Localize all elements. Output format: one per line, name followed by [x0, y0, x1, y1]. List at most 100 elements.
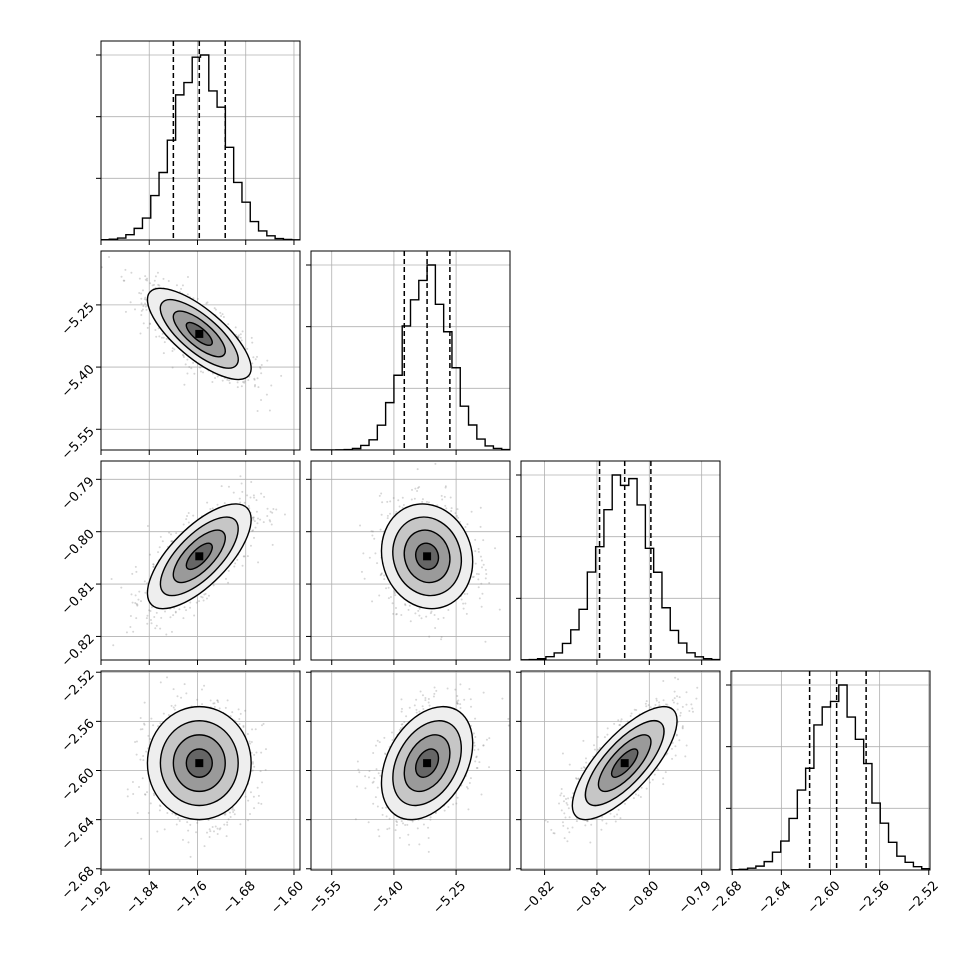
x-tick-label: −1.84: [124, 878, 163, 917]
sample-point: [195, 601, 198, 604]
sample-point: [272, 508, 275, 511]
sample-point: [141, 289, 144, 292]
sample-point: [269, 520, 272, 523]
sample-point: [253, 378, 256, 381]
sample-point: [135, 753, 138, 756]
sample-point: [257, 386, 260, 389]
sample-point: [218, 707, 221, 710]
sample-point: [466, 592, 469, 595]
sample-point: [419, 690, 422, 693]
sample-point: [160, 336, 163, 339]
sample-point: [251, 761, 254, 764]
sample-point: [236, 381, 239, 384]
panel-frame: [100, 460, 301, 661]
sample-point: [140, 314, 143, 317]
sample-point: [269, 510, 272, 513]
sample-point: [243, 380, 246, 383]
sample-point: [408, 604, 411, 607]
sample-point: [463, 593, 466, 596]
sample-point: [236, 386, 239, 389]
sample-point: [134, 565, 137, 568]
sample-point: [219, 311, 222, 314]
sample-point: [271, 511, 274, 514]
sample-point: [149, 322, 152, 325]
density-peak: [195, 759, 204, 768]
sample-point: [187, 512, 190, 515]
sample-point: [472, 732, 475, 735]
sample-point: [177, 817, 180, 820]
sample-point: [404, 603, 407, 606]
sample-point: [204, 592, 207, 595]
sample-point: [229, 715, 232, 718]
sample-point: [123, 279, 126, 282]
panel-frame: [100, 40, 301, 241]
sample-point: [418, 607, 421, 610]
sample-point: [370, 530, 373, 533]
sample-point: [213, 307, 216, 310]
sample-point: [477, 573, 480, 576]
sample-point: [206, 831, 209, 834]
sample-point: [110, 577, 113, 580]
sample-point: [185, 609, 188, 612]
sample-point: [134, 594, 137, 597]
sample-point: [223, 813, 226, 816]
sample-point: [454, 663, 456, 665]
sample-point: [144, 296, 147, 299]
sample-point: [389, 595, 392, 598]
sample-point: [391, 602, 394, 605]
sample-point: [216, 699, 219, 702]
sample-point: [477, 586, 480, 589]
sample-point: [120, 275, 123, 278]
sample-point: [158, 804, 161, 807]
sample-point: [221, 313, 224, 316]
sample-point: [125, 631, 128, 634]
histogram-step: [101, 54, 300, 240]
sample-point: [129, 626, 132, 629]
sample-point: [257, 517, 260, 520]
sample-point: [135, 740, 138, 743]
sample-point: [195, 831, 198, 834]
x-tick-label: −1.68: [220, 878, 259, 917]
sample-point: [208, 835, 211, 838]
sample-point: [380, 572, 383, 575]
sample-point: [231, 808, 234, 811]
sample-point: [227, 569, 230, 572]
sample-point: [400, 820, 403, 823]
sample-point: [226, 699, 229, 702]
sample-point: [159, 681, 162, 684]
sample-point: [159, 627, 162, 630]
y-tick-label: −0.82: [59, 631, 98, 670]
sample-point: [214, 825, 217, 828]
sample-point: [251, 516, 254, 519]
sample-point: [186, 515, 189, 518]
sample-point: [234, 562, 237, 565]
sample-point: [209, 507, 212, 510]
sample-point: [152, 565, 155, 568]
sample-point: [192, 361, 195, 364]
sample-point: [474, 538, 477, 541]
sample-point: [360, 570, 363, 573]
sample-point: [400, 723, 403, 726]
sample-point: [187, 521, 190, 524]
sample-point: [270, 523, 273, 526]
sample-point: [457, 699, 460, 702]
sample-point: [214, 377, 217, 380]
scatter-panel: [306, 460, 511, 665]
sample-point: [146, 279, 149, 282]
sample-point: [456, 702, 459, 705]
sample-point: [182, 354, 185, 357]
panel-frame: [100, 670, 301, 871]
sample-point: [237, 334, 240, 337]
sample-point: [427, 501, 430, 504]
sample-point: [212, 830, 215, 833]
sample-point: [214, 308, 217, 311]
sample-point: [228, 379, 231, 382]
sample-point: [246, 555, 249, 558]
sample-point: [153, 615, 156, 618]
sample-point: [224, 706, 227, 709]
sample-point: [257, 561, 260, 564]
sample-point: [151, 284, 154, 287]
y-tick-label: −2.52: [59, 667, 98, 706]
histogram-panel: [96, 40, 301, 245]
sample-point: [482, 691, 485, 694]
